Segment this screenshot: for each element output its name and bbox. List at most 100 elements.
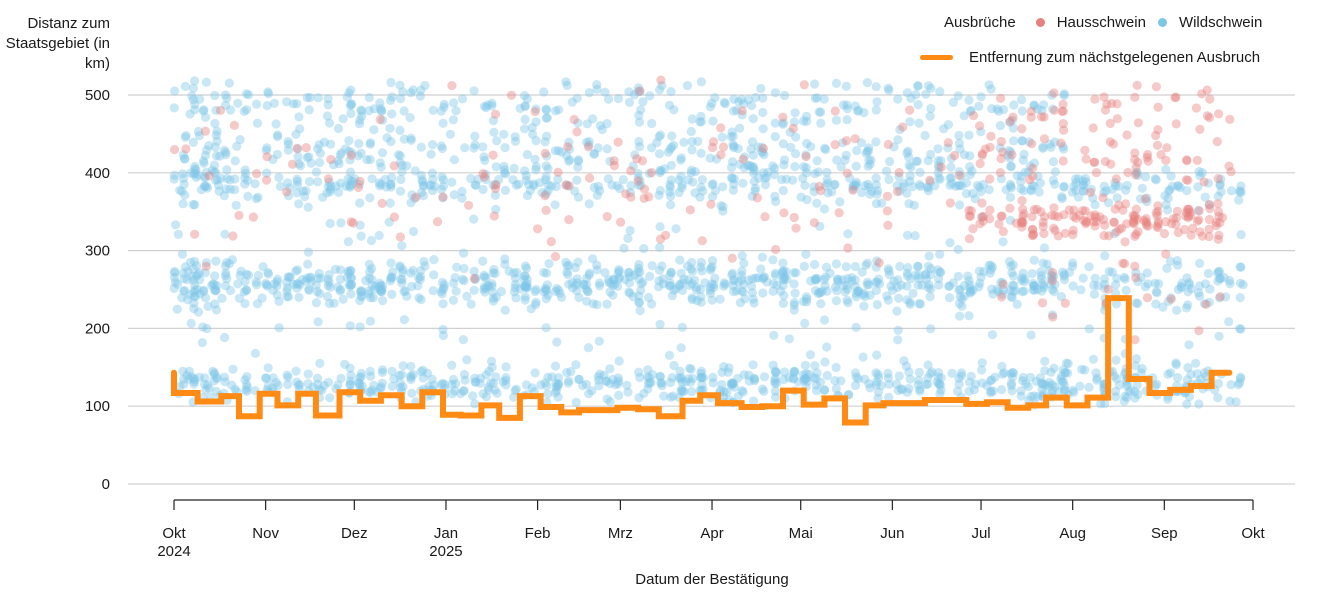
wildschwein-point: [553, 392, 563, 402]
wildschwein-point: [283, 292, 294, 302]
wildschwein-point: [696, 262, 706, 272]
wildschwein-point: [354, 378, 364, 388]
wildschwein-point: [801, 249, 811, 259]
wildschwein-point: [561, 257, 571, 267]
wildschwein-point: [365, 293, 376, 303]
wildschwein-point: [905, 171, 915, 181]
wildschwein-point: [190, 200, 200, 210]
wildschwein-point: [739, 370, 749, 380]
wildschwein-point: [892, 180, 902, 191]
wildschwein-point: [729, 143, 739, 153]
wildschwein-point: [934, 379, 944, 389]
wildschwein-point: [782, 274, 792, 284]
wildschwein-point: [252, 280, 262, 290]
wildschwein-point: [1235, 186, 1245, 196]
wildschwein-point: [1086, 184, 1096, 194]
wildschwein-point: [469, 266, 479, 276]
wildschwein-point: [691, 285, 702, 295]
hausschwein-point: [1027, 224, 1038, 234]
wildschwein-point: [728, 185, 739, 195]
wildschwein-point: [902, 148, 912, 158]
wildschwein-point: [853, 287, 863, 297]
wildschwein-point: [727, 378, 737, 388]
wildschwein-point: [635, 176, 645, 186]
wildschwein-point: [1186, 284, 1196, 294]
wildschwein-point: [520, 101, 530, 111]
wildschwein-point: [615, 184, 625, 194]
wildschwein-point: [187, 271, 197, 282]
wildschwein-point: [312, 373, 323, 383]
wildschwein-point: [1007, 115, 1018, 125]
wildschwein-point: [179, 274, 189, 284]
wildschwein-point: [859, 301, 869, 311]
wildschwein-point: [732, 105, 742, 115]
wildschwein-point: [428, 174, 438, 184]
wildschwein-point: [652, 138, 662, 148]
wildschwein-point: [1037, 279, 1047, 289]
hausschwein-point: [1181, 175, 1191, 185]
wildschwein-point: [926, 284, 936, 294]
wildschwein-point: [438, 284, 448, 295]
wildschwein-point: [664, 281, 675, 291]
wildschwein-point: [770, 367, 781, 377]
wildschwein-point: [427, 186, 438, 196]
wildschwein-point: [872, 350, 882, 360]
wildschwein-point: [811, 380, 822, 390]
hausschwein-point: [506, 90, 517, 100]
wildschwein-point: [770, 132, 780, 142]
wildschwein-point: [1037, 105, 1047, 116]
legend-group-title: Ausbrüche: [944, 14, 1016, 31]
wildschwein-point: [677, 384, 687, 394]
hausschwein-point: [778, 112, 788, 122]
wildschwein-point: [415, 272, 425, 282]
wildschwein-point: [924, 251, 934, 261]
wildschwein-point: [209, 279, 219, 290]
hausschwein-point: [1121, 199, 1131, 209]
wildschwein-point: [729, 275, 739, 285]
wildschwein-point: [728, 378, 738, 388]
hausschwein-point: [1162, 143, 1172, 153]
wildschwein-point: [645, 91, 655, 101]
wildschwein-point: [573, 162, 583, 172]
wildschwein-point: [356, 148, 366, 158]
wildschwein-point: [1005, 179, 1016, 189]
wildschwein-point: [420, 80, 430, 91]
wildschwein-point: [583, 287, 593, 297]
wildschwein-point: [209, 160, 219, 170]
wildschwein-point: [1048, 157, 1058, 167]
wildschwein-point: [831, 259, 842, 269]
wildschwein-point: [728, 131, 738, 141]
wildschwein-point: [355, 322, 365, 332]
y-axis-title-text: Distanz zum Staatsgebiet (in km): [5, 15, 110, 72]
wildschwein-point: [976, 92, 986, 102]
wildschwein-point: [572, 286, 582, 296]
wildschwein-point: [588, 254, 598, 264]
wildschwein-point: [984, 80, 994, 90]
wildschwein-point: [481, 370, 491, 380]
wildschwein-point: [911, 90, 921, 100]
wildschwein-point: [944, 281, 955, 291]
hausschwein-point: [1090, 94, 1100, 104]
wildschwein-point: [605, 364, 615, 374]
wildschwein-point: [428, 105, 438, 115]
wildschwein-point: [342, 273, 352, 283]
wildschwein-point: [511, 180, 521, 190]
wildschwein-point: [634, 291, 644, 301]
wildschwein-point: [418, 180, 428, 190]
wildschwein-point: [954, 379, 964, 389]
wildschwein-point: [354, 378, 364, 388]
hausschwein-point: [530, 106, 540, 117]
hausschwein-point: [1171, 119, 1181, 129]
wildschwein-point: [587, 386, 597, 396]
hausschwein-point: [809, 218, 820, 228]
wildschwein-point: [708, 378, 718, 388]
wildschwein-point: [608, 374, 618, 384]
wildschwein-point: [313, 273, 323, 283]
wildschwein-point: [1119, 272, 1129, 282]
legend-dot-wildschwein-icon: [1157, 18, 1167, 27]
wildschwein-point: [675, 281, 685, 291]
wildschwein-point: [197, 338, 207, 348]
wildschwein-point: [695, 117, 705, 127]
wildschwein-point: [313, 379, 323, 389]
hausschwein-point: [760, 212, 770, 222]
